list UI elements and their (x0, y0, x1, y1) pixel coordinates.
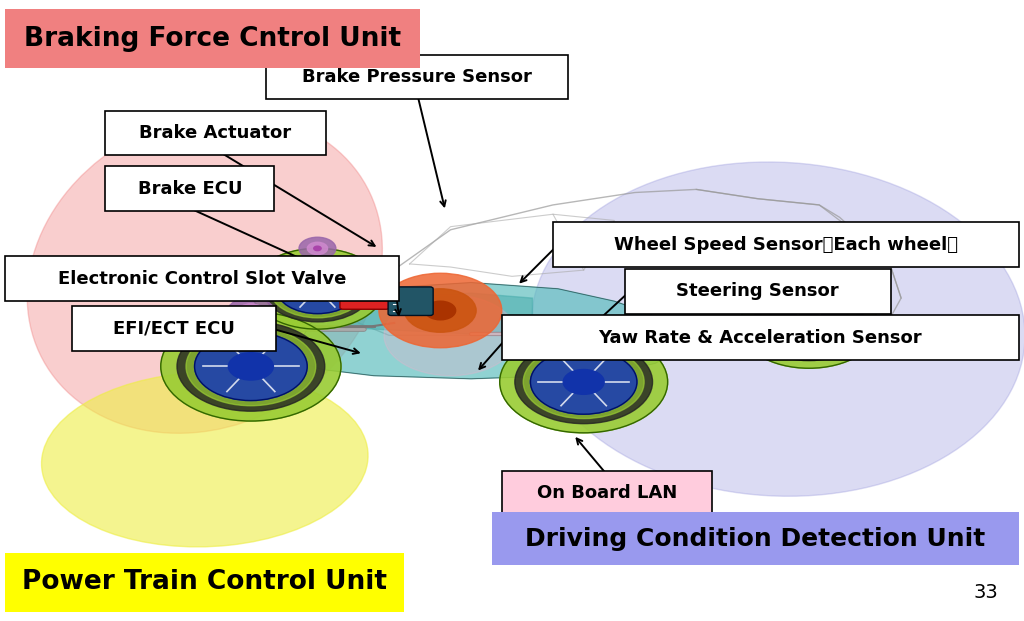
FancyBboxPatch shape (340, 292, 389, 309)
FancyBboxPatch shape (5, 9, 420, 68)
Circle shape (523, 345, 644, 419)
Text: EFI/ECT ECU: EFI/ECT ECU (113, 320, 236, 337)
Circle shape (530, 350, 637, 414)
Text: Electronic Control Slot Valve: Electronic Control Slot Valve (58, 270, 346, 288)
Text: Steering Sensor: Steering Sensor (677, 283, 839, 300)
Polygon shape (328, 293, 532, 334)
Circle shape (227, 297, 274, 326)
Circle shape (276, 264, 358, 314)
Circle shape (571, 324, 596, 338)
Text: Power Train Control Unit: Power Train Control Unit (23, 569, 387, 595)
Circle shape (177, 322, 325, 411)
Circle shape (561, 317, 606, 345)
Circle shape (580, 329, 588, 333)
Circle shape (798, 277, 820, 291)
Polygon shape (261, 283, 671, 379)
Text: Braking Force Cntrol Unit: Braking Force Cntrol Unit (24, 26, 401, 52)
FancyBboxPatch shape (388, 287, 433, 315)
FancyBboxPatch shape (625, 269, 891, 314)
FancyBboxPatch shape (492, 512, 1019, 565)
Circle shape (313, 246, 322, 251)
Ellipse shape (28, 113, 382, 433)
Circle shape (792, 315, 826, 337)
Circle shape (515, 340, 652, 424)
Circle shape (251, 248, 384, 329)
Circle shape (752, 291, 866, 361)
Text: On Board LAN: On Board LAN (537, 484, 677, 502)
Circle shape (299, 237, 336, 260)
Circle shape (228, 353, 273, 380)
Circle shape (238, 304, 264, 320)
Circle shape (307, 242, 328, 255)
Circle shape (425, 301, 456, 320)
Text: Brake ECU: Brake ECU (137, 180, 243, 197)
FancyBboxPatch shape (266, 55, 568, 99)
Circle shape (805, 281, 813, 286)
Circle shape (246, 309, 256, 315)
Ellipse shape (42, 372, 368, 547)
Text: 33: 33 (974, 583, 998, 602)
Text: Brake Actuator: Brake Actuator (139, 124, 292, 142)
Circle shape (766, 300, 852, 352)
Circle shape (195, 332, 307, 401)
Circle shape (759, 296, 859, 356)
Circle shape (404, 289, 476, 332)
FancyBboxPatch shape (502, 471, 712, 515)
Circle shape (263, 256, 372, 322)
Circle shape (563, 369, 604, 394)
Ellipse shape (531, 162, 1024, 496)
FancyBboxPatch shape (502, 315, 1019, 360)
Circle shape (500, 331, 668, 433)
FancyBboxPatch shape (105, 111, 326, 155)
FancyBboxPatch shape (5, 256, 399, 301)
Text: Wheel Speed Sensor（Each wheel）: Wheel Speed Sensor（Each wheel） (614, 236, 957, 253)
Circle shape (379, 273, 502, 348)
FancyBboxPatch shape (105, 166, 274, 211)
Circle shape (739, 284, 879, 368)
Circle shape (186, 327, 315, 406)
Text: Yaw Rate & Acceleration Sensor: Yaw Rate & Acceleration Sensor (598, 329, 923, 347)
Circle shape (788, 271, 829, 296)
FancyBboxPatch shape (5, 553, 404, 612)
Text: Brake Pressure Sensor: Brake Pressure Sensor (302, 68, 532, 86)
Circle shape (301, 279, 334, 299)
FancyBboxPatch shape (553, 222, 1019, 267)
Circle shape (269, 260, 366, 318)
Circle shape (384, 295, 517, 376)
FancyBboxPatch shape (72, 306, 276, 351)
Text: Driving Condition Detection Unit: Driving Condition Detection Unit (525, 527, 985, 551)
Circle shape (161, 312, 341, 421)
